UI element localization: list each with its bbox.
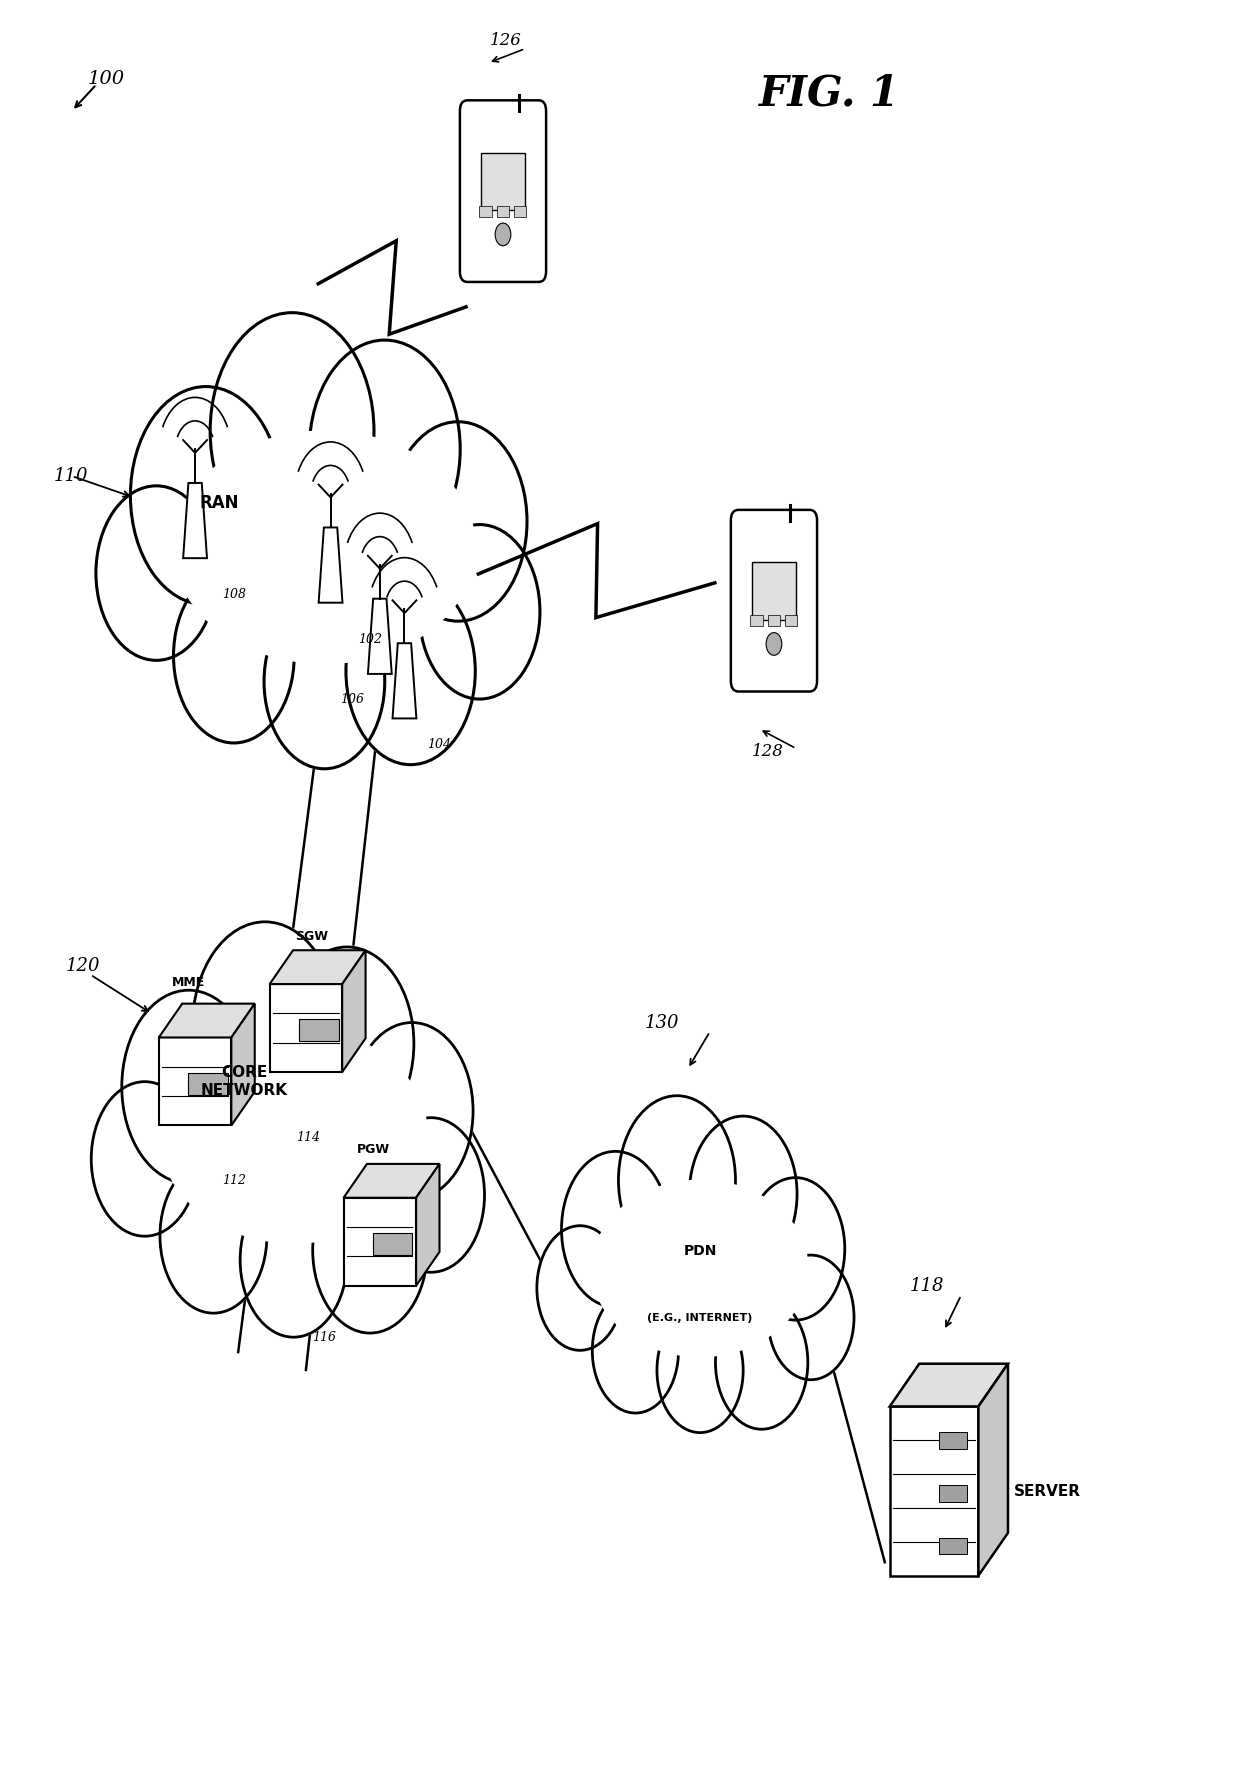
Polygon shape [343, 1165, 439, 1199]
Text: PGW: PGW [357, 1143, 391, 1156]
Circle shape [656, 1308, 744, 1433]
Polygon shape [232, 1004, 254, 1125]
Bar [372, 1233, 413, 1254]
Text: 116: 116 [312, 1331, 336, 1344]
Bar [480, 206, 491, 216]
Polygon shape [343, 1199, 417, 1286]
Bar [785, 615, 797, 626]
Ellipse shape [160, 1027, 428, 1243]
Circle shape [715, 1295, 808, 1429]
Circle shape [745, 1177, 846, 1320]
Text: 110: 110 [53, 467, 88, 485]
Bar [513, 206, 526, 216]
Circle shape [130, 385, 281, 606]
Polygon shape [269, 950, 366, 984]
Text: 108: 108 [222, 589, 247, 601]
Bar [750, 615, 763, 626]
Polygon shape [890, 1406, 978, 1576]
Bar [939, 1431, 967, 1449]
Polygon shape [159, 1004, 254, 1038]
Circle shape [239, 1183, 347, 1338]
Bar [187, 1073, 228, 1095]
Circle shape [560, 1150, 670, 1308]
Circle shape [388, 420, 528, 623]
Text: 112: 112 [222, 1174, 247, 1188]
Polygon shape [890, 1363, 1008, 1406]
Text: (E.G., INTERNET): (E.G., INTERNET) [647, 1313, 753, 1324]
Circle shape [377, 1116, 485, 1274]
Text: SGW: SGW [295, 930, 329, 943]
Circle shape [766, 633, 781, 655]
Circle shape [345, 576, 476, 766]
Text: 130: 130 [645, 1014, 680, 1032]
Circle shape [95, 485, 217, 662]
Circle shape [279, 946, 414, 1141]
Ellipse shape [589, 1170, 812, 1367]
Text: RAN: RAN [200, 494, 239, 512]
Bar [496, 206, 508, 216]
Circle shape [309, 338, 461, 560]
Circle shape [768, 1254, 854, 1381]
Bar [939, 1537, 967, 1555]
Bar [751, 562, 796, 621]
Circle shape [419, 524, 541, 699]
Polygon shape [368, 599, 392, 674]
Text: 120: 120 [66, 957, 100, 975]
Text: 104: 104 [427, 737, 450, 751]
FancyBboxPatch shape [460, 100, 546, 283]
Bar [939, 1485, 967, 1501]
Text: PDN: PDN [683, 1243, 717, 1258]
Text: 128: 128 [751, 742, 784, 760]
Polygon shape [417, 1165, 439, 1286]
Circle shape [350, 1022, 474, 1200]
Text: CORE
NETWORK: CORE NETWORK [201, 1064, 288, 1098]
Circle shape [495, 224, 511, 245]
Polygon shape [342, 950, 366, 1072]
Ellipse shape [174, 431, 475, 664]
Polygon shape [184, 483, 207, 558]
Ellipse shape [593, 1181, 807, 1356]
Text: 100: 100 [88, 70, 125, 88]
Circle shape [688, 1115, 797, 1272]
Text: FIG. 1: FIG. 1 [759, 72, 900, 114]
Circle shape [172, 567, 295, 744]
Text: 126: 126 [490, 32, 521, 48]
Text: 102: 102 [357, 633, 382, 646]
Text: 106: 106 [341, 694, 365, 707]
Text: 114: 114 [296, 1131, 320, 1145]
Circle shape [122, 989, 257, 1184]
Circle shape [591, 1288, 680, 1413]
Polygon shape [978, 1363, 1008, 1576]
Circle shape [618, 1095, 737, 1267]
Circle shape [192, 921, 339, 1132]
FancyBboxPatch shape [730, 510, 817, 692]
Bar [481, 152, 525, 211]
Ellipse shape [155, 1014, 432, 1256]
Circle shape [160, 1157, 268, 1313]
Polygon shape [269, 984, 342, 1072]
Text: SERVER: SERVER [1014, 1483, 1081, 1499]
Polygon shape [393, 644, 417, 719]
Bar [299, 1020, 339, 1041]
Text: MME: MME [172, 975, 206, 989]
Circle shape [210, 311, 374, 551]
Polygon shape [319, 528, 342, 603]
Ellipse shape [169, 419, 481, 676]
Bar [768, 615, 780, 626]
Polygon shape [159, 1038, 232, 1125]
Circle shape [537, 1225, 624, 1351]
Text: 118: 118 [909, 1277, 944, 1295]
Circle shape [91, 1081, 198, 1236]
Circle shape [312, 1166, 428, 1335]
Circle shape [263, 594, 386, 769]
